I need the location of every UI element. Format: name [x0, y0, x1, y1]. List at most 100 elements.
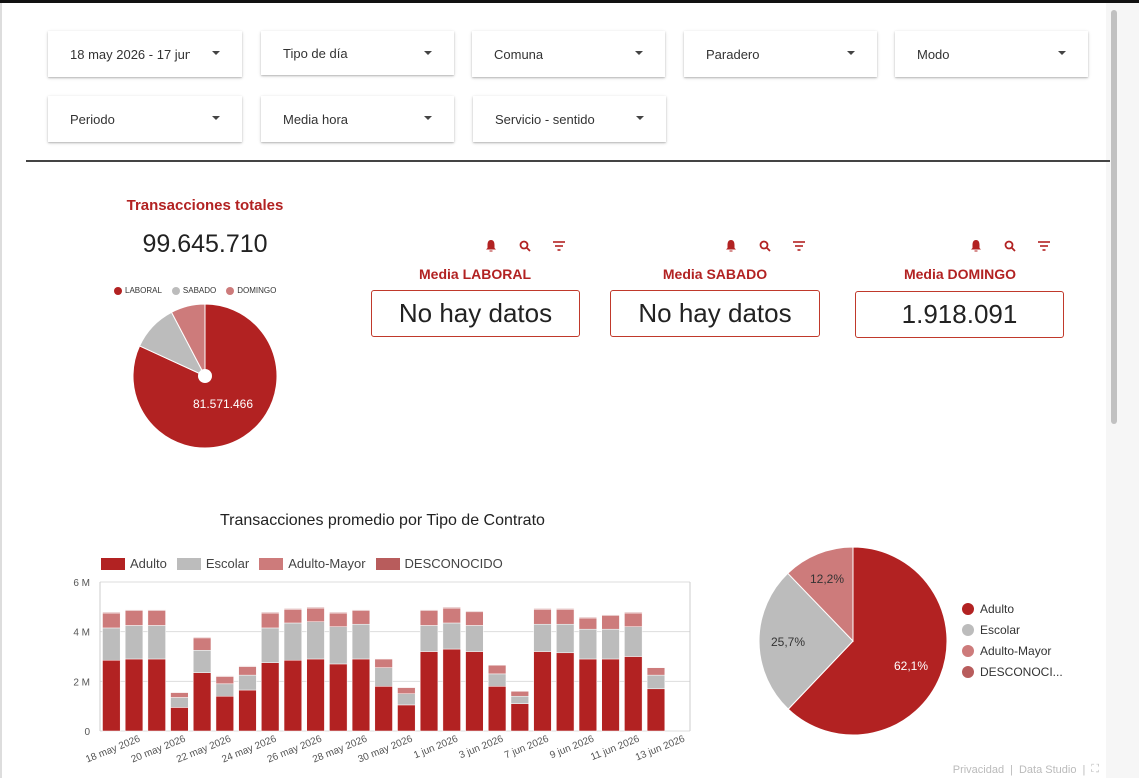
bar-segment-escolar[interactable] [306, 621, 325, 660]
bar-segment-adulto[interactable] [283, 659, 302, 732]
bar-segment-adulto[interactable] [488, 686, 507, 732]
bar-segment-escolar[interactable] [533, 623, 552, 652]
bar-segment-adulto[interactable] [147, 658, 166, 732]
bar-segment-adulto[interactable] [397, 704, 416, 732]
bar-segment-desconocido[interactable] [419, 609, 439, 611]
bar-segment-escolar[interactable] [124, 625, 144, 660]
zoom-icon[interactable] [758, 239, 774, 255]
legend-item-adulto-mayor[interactable]: Adulto-Mayor [962, 640, 1063, 661]
bar-segment-desconocido[interactable] [124, 609, 144, 611]
bar-segment-desconocido[interactable] [329, 612, 348, 614]
bar-segment-adulto-mayor[interactable] [510, 691, 529, 697]
fullscreen-icon[interactable]: ⛶ [1091, 763, 1099, 775]
bar-segment-desconocido[interactable] [578, 617, 597, 619]
bar-segment-escolar[interactable] [351, 623, 371, 660]
bar-segment-adulto[interactable] [578, 658, 597, 732]
legend-item-adulto[interactable]: Adulto [962, 598, 1063, 619]
bar-segment-adulto[interactable] [215, 695, 234, 732]
bar-segment-adulto-mayor[interactable] [533, 609, 552, 625]
bar-segment-adulto[interactable] [261, 662, 280, 732]
bar-segment-adulto-mayor[interactable] [261, 612, 280, 629]
bar-segment-escolar[interactable] [601, 628, 620, 660]
bar-segment-adulto[interactable] [238, 689, 257, 732]
filter-media-hora[interactable]: Media hora [261, 96, 454, 142]
bar-segment-escolar[interactable] [510, 695, 529, 704]
bar-segment-adulto-mayor[interactable] [283, 609, 302, 624]
bar-segment-adulto-mayor[interactable] [601, 615, 620, 630]
bar-segment-adulto-mayor[interactable] [419, 610, 439, 626]
bar-segment-desconocido[interactable] [193, 636, 212, 639]
bar-segment-adulto[interactable] [556, 652, 575, 732]
bar-segment-adulto-mayor[interactable] [329, 612, 348, 627]
bar-segment-escolar[interactable] [102, 627, 121, 661]
bar-segment-adulto-mayor[interactable] [488, 664, 507, 675]
bar-segment-desconocido[interactable] [102, 612, 121, 614]
zoom-icon[interactable] [518, 239, 534, 255]
filter-modo[interactable]: Modo [895, 31, 1088, 77]
bar-segment-desconocido[interactable] [351, 609, 371, 611]
bar-segment-desconocido[interactable] [465, 610, 484, 613]
bar-segment-escolar[interactable] [170, 697, 189, 708]
bar-segment-adulto-mayor[interactable] [351, 610, 371, 625]
pie-slice-adulto-mayor[interactable] [787, 546, 854, 643]
bar-segment-desconocido[interactable] [556, 608, 575, 610]
bar-segment-escolar[interactable] [442, 622, 461, 650]
bar-segment-adulto-mayor[interactable] [238, 666, 257, 676]
bar-segment-adulto-mayor[interactable] [556, 609, 575, 625]
bar-segment-escolar[interactable] [261, 627, 280, 663]
bell-icon[interactable] [724, 239, 740, 255]
bar-segment-adulto-mayor[interactable] [193, 637, 212, 651]
filter-icon[interactable] [1037, 239, 1053, 255]
bar-segment-escolar[interactable] [193, 650, 212, 673]
bar-segment-desconocido[interactable] [261, 612, 280, 614]
bar-segment-adulto[interactable] [306, 658, 325, 732]
bar-segment-adulto[interactable] [124, 658, 144, 732]
bar-segment-desconocido[interactable] [624, 612, 643, 614]
bar-segment-adulto-mayor[interactable] [465, 611, 484, 626]
bar-segment-escolar[interactable] [374, 667, 393, 687]
bar-segment-adulto[interactable] [601, 658, 620, 732]
legend-item-escolar[interactable]: Escolar [176, 556, 249, 571]
bar-segment-adulto[interactable] [374, 686, 393, 732]
bar-segment-desconocido[interactable] [601, 614, 620, 616]
bar-segment-escolar[interactable] [283, 622, 302, 661]
bar-segment-adulto-mayor[interactable] [374, 658, 393, 668]
bar-segment-adulto[interactable] [193, 672, 212, 732]
bar-segment-adulto[interactable] [533, 651, 552, 732]
bar-segment-adulto-mayor[interactable] [578, 617, 597, 630]
bar-segment-escolar[interactable] [646, 674, 666, 690]
privacy-link[interactable]: Privacidad [952, 763, 1005, 776]
bar-segment-adulto[interactable] [465, 651, 484, 732]
zoom-icon[interactable] [1003, 239, 1019, 255]
bar-segment-adulto-mayor[interactable] [102, 612, 121, 629]
bar-segment-adulto-mayor[interactable] [624, 612, 643, 627]
bar-segment-escolar[interactable] [578, 628, 597, 660]
legend-item-adulto[interactable]: Adulto [101, 556, 167, 571]
filter-servicio-sentido[interactable]: Servicio - sentido [473, 96, 666, 142]
filter-icon[interactable] [792, 239, 808, 255]
bar-segment-adulto[interactable] [419, 651, 439, 732]
filter-comuna[interactable]: Comuna [472, 31, 665, 77]
bar-segment-adulto[interactable] [510, 703, 529, 732]
filter-periodo[interactable]: Periodo [48, 96, 242, 142]
bar-segment-adulto[interactable] [442, 648, 461, 732]
bell-icon[interactable] [969, 239, 985, 255]
bar-segment-adulto[interactable] [329, 663, 348, 732]
scrollbar-thumb[interactable] [1111, 10, 1117, 424]
legend-item-adulto-mayor[interactable]: Adulto-Mayor [259, 556, 366, 571]
legend-item-desconocido[interactable]: DESCONOCIDO [375, 556, 503, 571]
pie-slice-adulto[interactable] [787, 546, 948, 736]
pie-slice-escolar[interactable] [758, 572, 854, 710]
bell-icon[interactable] [484, 239, 500, 255]
bar-segment-adulto-mayor[interactable] [124, 610, 144, 626]
bar-segment-escolar[interactable] [488, 673, 507, 687]
bar-segment-adulto-mayor[interactable] [215, 676, 234, 685]
bar-segment-desconocido[interactable] [533, 608, 552, 610]
bar-segment-escolar[interactable] [329, 626, 348, 665]
filter-tipo-dia[interactable]: Tipo de día [261, 31, 454, 75]
bar-segment-desconocido[interactable] [283, 608, 302, 610]
bar-segment-adulto[interactable] [624, 656, 643, 732]
pie-slice-domingo[interactable] [170, 303, 206, 377]
data-studio-link[interactable]: Data Studio [1018, 763, 1077, 776]
bar-segment-escolar[interactable] [397, 693, 416, 706]
